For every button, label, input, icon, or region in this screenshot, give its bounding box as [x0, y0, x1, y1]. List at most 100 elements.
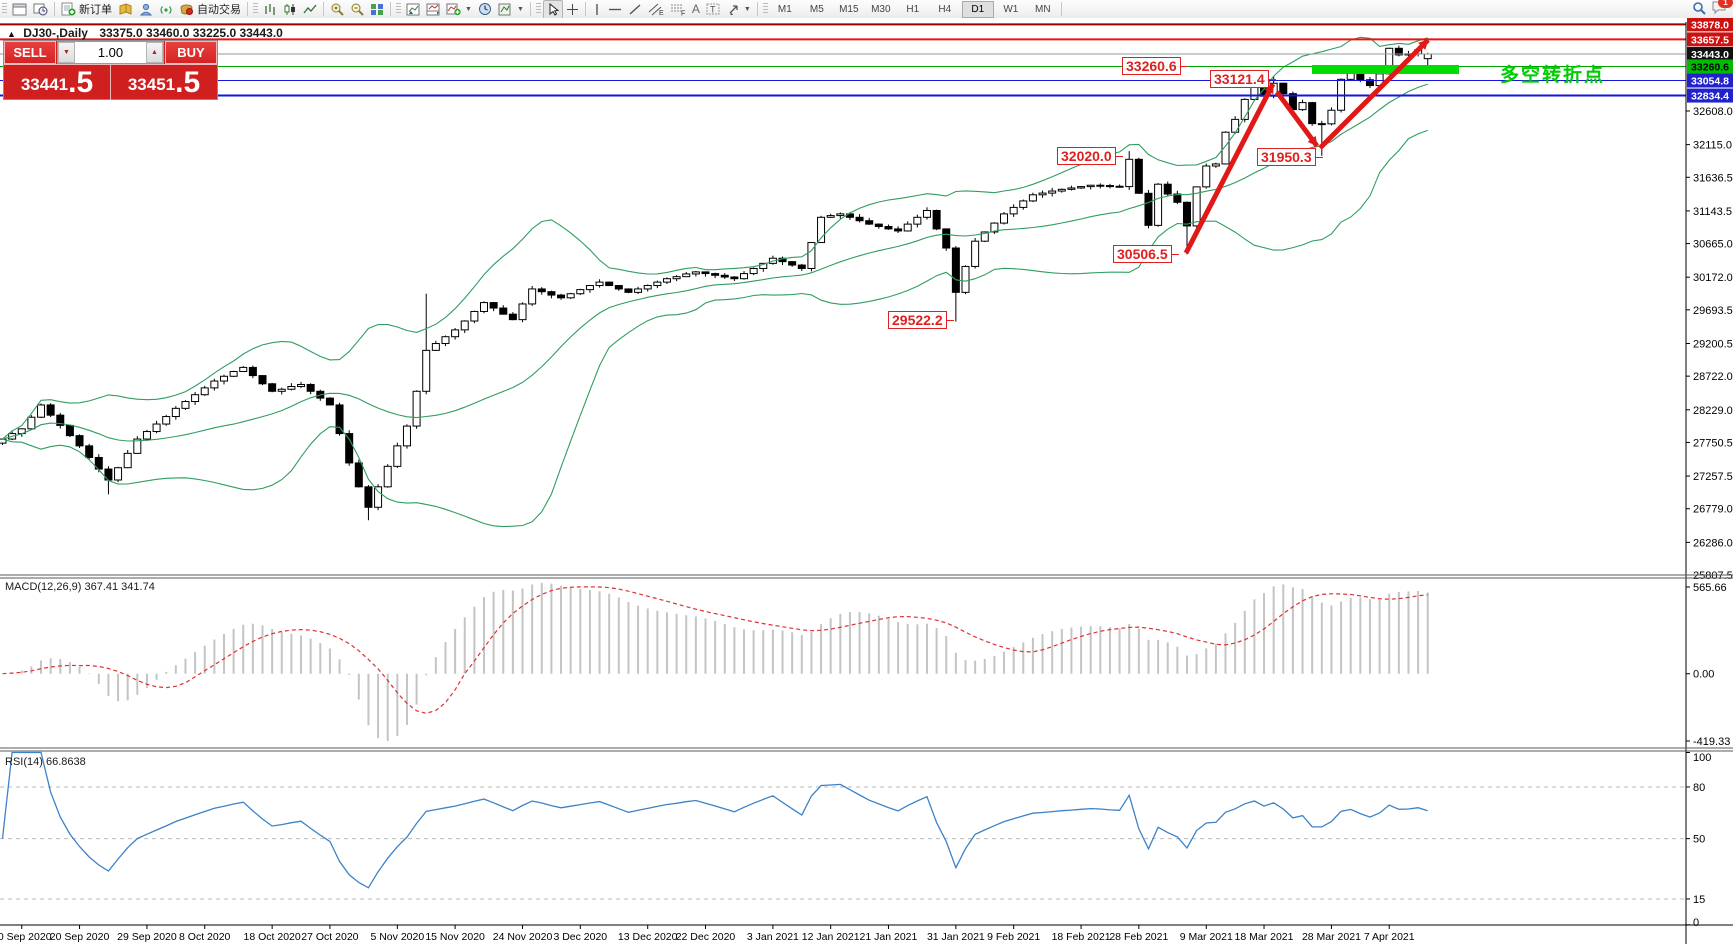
- date-label[interactable]: 3 Jan 2021: [747, 931, 799, 943]
- price-callout-30506.5[interactable]: 30506.5: [1113, 245, 1179, 263]
- level-price-label: [1687, 47, 1733, 62]
- candle-up: [162, 416, 171, 425]
- timeframe-MN[interactable]: MN: [1035, 3, 1051, 15]
- rsi-line[interactable]: [1, 751, 1428, 889]
- history-center-button[interactable]: [115, 1, 136, 18]
- zoom-in-button[interactable]: [327, 1, 347, 18]
- periods-button[interactable]: [475, 1, 495, 18]
- date-label[interactable]: 18 Oct 2020: [244, 931, 301, 943]
- profiles-button[interactable]: [30, 1, 51, 18]
- candle-down: [1105, 185, 1114, 188]
- chart-canvas[interactable]: 32608.0 32115.0 31636.5 31143.5 30665.0 30172…: [0, 18, 1733, 944]
- timeframe-M5[interactable]: M5: [809, 3, 824, 15]
- trendline-icon: [628, 3, 642, 16]
- turning-point-annotation[interactable]: 多空转折点: [1500, 65, 1606, 86]
- green-support-bar[interactable]: [1312, 65, 1459, 74]
- tile-windows-button[interactable]: [367, 1, 387, 18]
- date-label[interactable]: 18 Feb 2021: [1052, 931, 1111, 943]
- fibonacci-tool-button[interactable]: F: [667, 1, 689, 18]
- candle-chart-type-button[interactable]: [280, 1, 300, 18]
- candle-up: [181, 401, 190, 409]
- date-label[interactable]: 29 Sep 2020: [117, 931, 177, 943]
- new-chart-button[interactable]: [9, 1, 30, 18]
- date-label[interactable]: 20 Sep 2020: [50, 931, 110, 943]
- date-label[interactable]: 9 Feb 2021: [987, 931, 1040, 943]
- volume-value[interactable]: 1.00: [97, 45, 124, 60]
- hline-tool-button[interactable]: [605, 1, 625, 18]
- date-label[interactable]: 28 Mar 2021: [1302, 931, 1361, 943]
- data-window-button[interactable]: [403, 1, 423, 18]
- date-label[interactable]: 8 Oct 2020: [179, 931, 231, 943]
- candle-up: [191, 394, 200, 403]
- new-order-button[interactable]: 新订单: [58, 1, 115, 18]
- timeframe-W1[interactable]: W1: [1003, 3, 1019, 15]
- bollinger-middle[interactable]: [2, 83, 1428, 442]
- axis-tick-label: 28722.0: [1693, 371, 1733, 383]
- trend-arrow-2[interactable]: [1274, 90, 1320, 148]
- candle-down: [354, 462, 363, 488]
- trend-arrow-3[interactable]: [1318, 38, 1430, 150]
- notifications-button[interactable]: 1: [1712, 0, 1733, 17]
- label-tool-button[interactable]: T: [703, 1, 724, 18]
- volume-decrease-button[interactable]: ▼: [58, 42, 75, 63]
- cursor-tool-button[interactable]: [542, 0, 563, 19]
- crosshair-tool-button[interactable]: [563, 1, 582, 18]
- date-label[interactable]: 31 Jan 2021: [927, 931, 985, 943]
- date-label[interactable]: 27 Oct 2020: [301, 931, 358, 943]
- zoom-out-button[interactable]: [347, 1, 367, 18]
- price-callout-31950.3[interactable]: 31950.3: [1257, 148, 1323, 166]
- price-callout-33260.6[interactable]: 33260.6: [1122, 57, 1188, 75]
- bollinger-upper[interactable]: [2, 36, 1428, 440]
- date-label[interactable]: 21 Jan 2021: [860, 931, 918, 943]
- price-callout-32020.0[interactable]: 32020.0: [1057, 147, 1123, 165]
- sell-price[interactable]: 33441.5: [4, 65, 111, 100]
- trendline-tool-button[interactable]: [625, 1, 645, 18]
- search-icon[interactable]: [1692, 1, 1706, 18]
- date-label[interactable]: 10 Sep 2020: [0, 931, 52, 943]
- price-callout-29522.2[interactable]: 29522.2: [888, 311, 954, 329]
- add-indicator-button[interactable]: ▼: [443, 1, 475, 18]
- channel-tool-button[interactable]: E: [645, 1, 667, 18]
- timeframe-D1[interactable]: D1: [961, 0, 994, 18]
- candle-up: [114, 467, 123, 481]
- date-label[interactable]: 28 Feb 2021: [1109, 931, 1168, 943]
- indicator-window-button[interactable]: [423, 1, 443, 18]
- timeframe-H1[interactable]: H1: [906, 3, 920, 15]
- date-label[interactable]: 3 Dec 2020: [553, 931, 607, 943]
- date-label[interactable]: 18 Mar 2021: [1235, 931, 1294, 943]
- templates-button[interactable]: ▼: [495, 1, 527, 18]
- timeframe-H4[interactable]: H4: [938, 3, 952, 15]
- arrows-tool-button[interactable]: ▼: [724, 1, 754, 18]
- buy-button[interactable]: BUY: [165, 41, 217, 64]
- date-label[interactable]: 5 Nov 2020: [370, 931, 424, 943]
- date-label[interactable]: 24 Nov 2020: [493, 931, 553, 943]
- timeframe-M1[interactable]: M1: [777, 3, 792, 15]
- date-label[interactable]: 22 Dec 2020: [676, 931, 736, 943]
- date-label[interactable]: 9 Mar 2021: [1180, 931, 1233, 943]
- candle-down: [508, 313, 517, 321]
- buy-price[interactable]: 33451.5: [127, 66, 201, 99]
- volume-increase-button[interactable]: ▲: [146, 42, 163, 63]
- bollinger-lower[interactable]: [2, 129, 1428, 528]
- timeframe-M30[interactable]: M30: [871, 3, 891, 15]
- date-label[interactable]: 15 Nov 2020: [425, 931, 485, 943]
- date-label[interactable]: 12 Jan 2021: [802, 931, 860, 943]
- toolbar-grip[interactable]: [2, 3, 7, 15]
- trend-arrow-1[interactable]: [1183, 82, 1276, 255]
- price-callout-33121.4[interactable]: 33121.4: [1210, 70, 1276, 88]
- date-label[interactable]: 13 Dec 2020: [618, 931, 678, 943]
- text-tool-button[interactable]: A: [689, 1, 703, 18]
- ohlc-values: 33375.0 33460.0 33225.0 33443.0: [99, 26, 283, 40]
- date-label[interactable]: 7 Apr 2021: [1364, 931, 1415, 943]
- line-chart-type-button[interactable]: [300, 1, 320, 18]
- macd-signal-line[interactable]: [2, 586, 1428, 714]
- sell-button[interactable]: SELL: [4, 41, 56, 64]
- axis-tick-label: 28229.0: [1693, 405, 1733, 417]
- vline-tool-button[interactable]: [589, 1, 605, 18]
- candle-up: [585, 285, 594, 291]
- bar-chart-type-button[interactable]: [260, 1, 280, 18]
- autotrade-button[interactable]: 自动交易: [176, 1, 244, 18]
- signal-button[interactable]: [156, 1, 176, 18]
- community-button[interactable]: [136, 1, 156, 18]
- timeframe-M15[interactable]: M15: [839, 3, 859, 15]
